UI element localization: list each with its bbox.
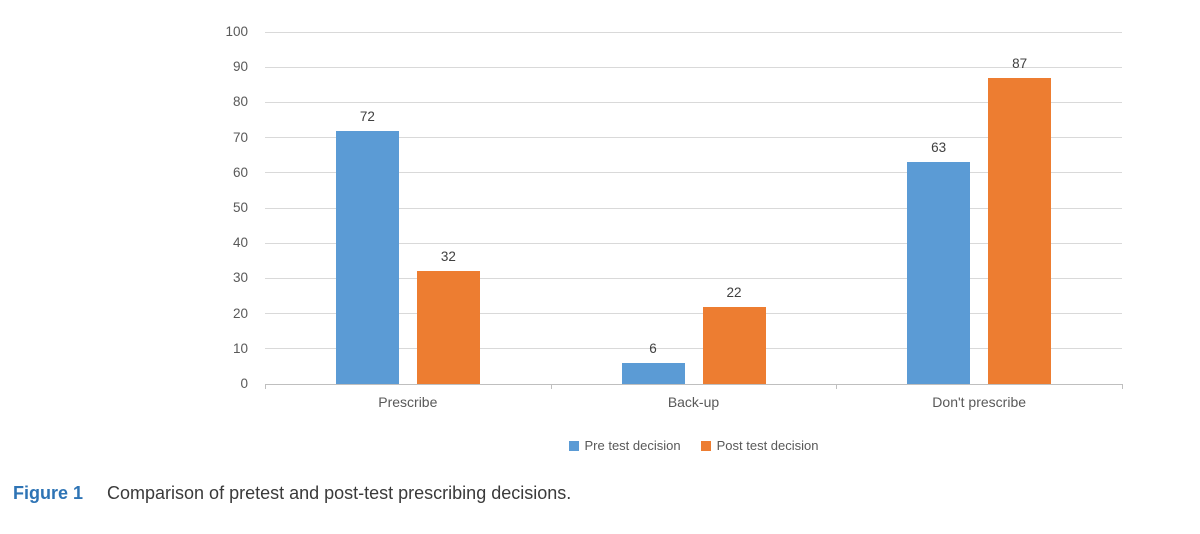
figure-caption-label: Figure 1 bbox=[13, 483, 84, 503]
bar-post-test-0 bbox=[416, 271, 480, 384]
x-axis-tick bbox=[1122, 384, 1123, 389]
gridline bbox=[265, 101, 1122, 103]
y-axis-tick-label: 100 bbox=[225, 24, 248, 39]
gridline bbox=[265, 66, 1122, 68]
gridline bbox=[265, 277, 1122, 279]
x-axis-tick bbox=[550, 384, 552, 389]
gridline bbox=[265, 137, 1122, 139]
bar-post-test-2 bbox=[988, 77, 1052, 384]
gridline bbox=[265, 172, 1122, 174]
figure-caption: Figure 1 Comparison of pretest and post-t… bbox=[13, 480, 571, 506]
x-axis-tick bbox=[836, 384, 838, 389]
value-label: 87 bbox=[1012, 55, 1028, 71]
y-axis-tick-label: 30 bbox=[232, 270, 248, 286]
value-label: 22 bbox=[726, 284, 742, 300]
y-axis-tick-label: 10 bbox=[232, 340, 248, 356]
value-label: 32 bbox=[440, 249, 456, 265]
legend-item: Pre test decision bbox=[568, 438, 681, 453]
x-axis-category-label: Prescribe bbox=[378, 394, 438, 410]
legend-swatch bbox=[568, 440, 579, 451]
y-axis-tick-label: 90 bbox=[232, 59, 248, 75]
gridline bbox=[265, 313, 1122, 315]
value-label: 63 bbox=[931, 140, 947, 156]
gridline bbox=[265, 242, 1122, 244]
value-label: 6 bbox=[649, 340, 657, 356]
y-axis-tick-label: 50 bbox=[232, 200, 248, 215]
gridline bbox=[265, 348, 1122, 350]
bar-post-test-1 bbox=[702, 306, 766, 384]
y-axis-tick-label: 0 bbox=[240, 376, 248, 391]
x-axis-line bbox=[265, 383, 1122, 385]
bar-pre-test-2 bbox=[907, 162, 971, 384]
bar-pre-test-0 bbox=[335, 130, 399, 384]
chart-legend: Pre test decision Post test decision bbox=[265, 438, 1122, 453]
x-axis-tick bbox=[265, 384, 266, 389]
gridline bbox=[265, 207, 1122, 209]
legend-item: Post test decision bbox=[700, 438, 819, 453]
y-axis-tick-label: 60 bbox=[232, 164, 248, 180]
figure-caption-text: Comparison of pretest and post-test pres… bbox=[107, 483, 572, 503]
x-axis-category-label: Back-up bbox=[667, 394, 720, 410]
y-axis-tick-label: 40 bbox=[232, 235, 248, 251]
x-axis-category-label: Don't prescribe bbox=[932, 394, 1027, 410]
gridline bbox=[265, 31, 1122, 33]
legend-label: Pre test decision bbox=[584, 438, 681, 453]
legend-label: Post test decision bbox=[716, 438, 819, 453]
bar-pre-test-1 bbox=[621, 362, 685, 384]
legend-swatch bbox=[700, 440, 711, 451]
y-axis-tick-label: 70 bbox=[232, 129, 248, 145]
y-axis-tick-label: 20 bbox=[232, 305, 248, 321]
value-label: 72 bbox=[359, 108, 375, 124]
y-axis-tick-label: 80 bbox=[232, 94, 248, 110]
